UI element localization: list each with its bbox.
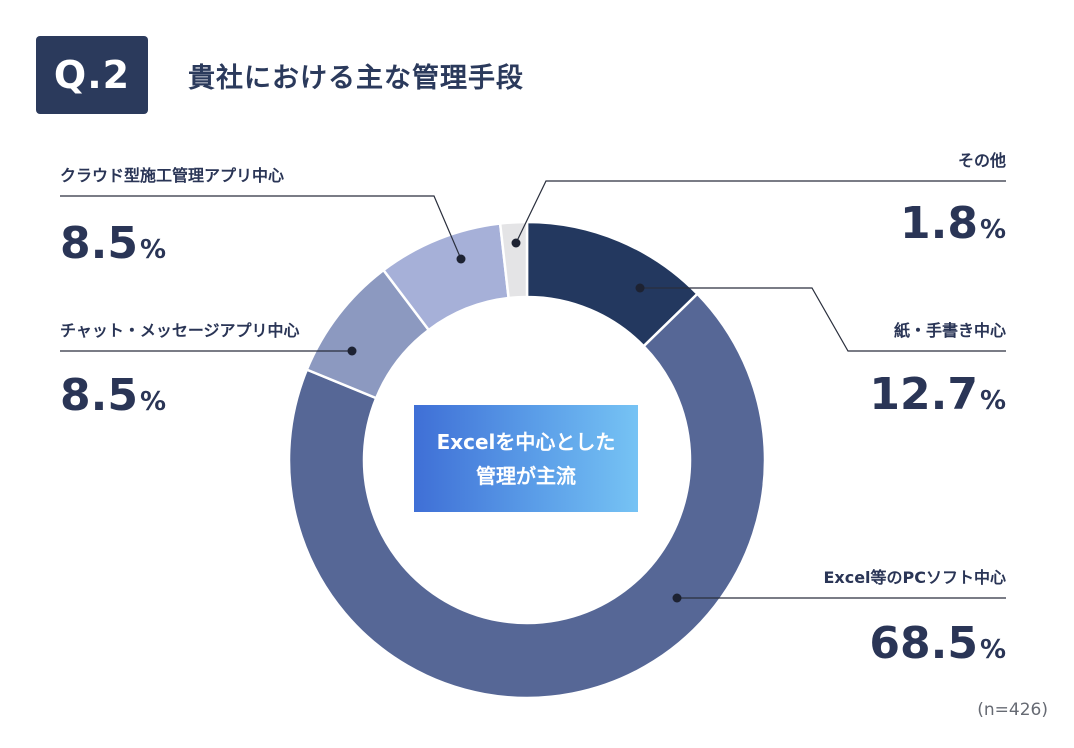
leader-dot-cloud	[456, 254, 466, 264]
question-title: 貴社における主な管理手段	[188, 63, 524, 94]
leader-dot-paper	[635, 283, 645, 293]
slice-label-paper: 紙・手書き中心	[894, 321, 1006, 340]
slice-label-other: その他	[958, 151, 1006, 170]
slice-value-cloud: 8.5%	[60, 218, 166, 269]
slice-excel	[287, 292, 767, 700]
slice-label-cloud: クラウド型施工管理アプリ中心	[60, 166, 284, 185]
center-message-box: Excelを中心とした 管理が主流	[414, 405, 638, 512]
slice-value-other: 1.8%	[900, 198, 1006, 249]
leader-line-other	[515, 180, 1006, 244]
sample-size-note: (n=426)	[977, 700, 1048, 720]
slice-value-paper: 12.7%	[869, 369, 1006, 420]
question-badge: Q.2	[36, 36, 148, 114]
leader-dot-excel	[672, 593, 682, 603]
slice-value-excel: 68.5%	[869, 618, 1006, 669]
center-message-line2: 管理が主流	[476, 463, 576, 488]
center-message-line1: Excelを中心とした	[436, 429, 616, 454]
slice-label-excel: Excel等のPCソフト中心	[823, 568, 1006, 587]
leader-dot-chat	[347, 346, 357, 356]
slice-label-chat: チャット・メッセージアプリ中心	[60, 321, 300, 340]
leader-line-paper	[640, 287, 1006, 352]
slice-value-chat: 8.5%	[60, 370, 166, 421]
slice-other	[498, 220, 529, 300]
leader-line-cloud	[60, 195, 462, 260]
leader-dot-other	[511, 238, 521, 248]
